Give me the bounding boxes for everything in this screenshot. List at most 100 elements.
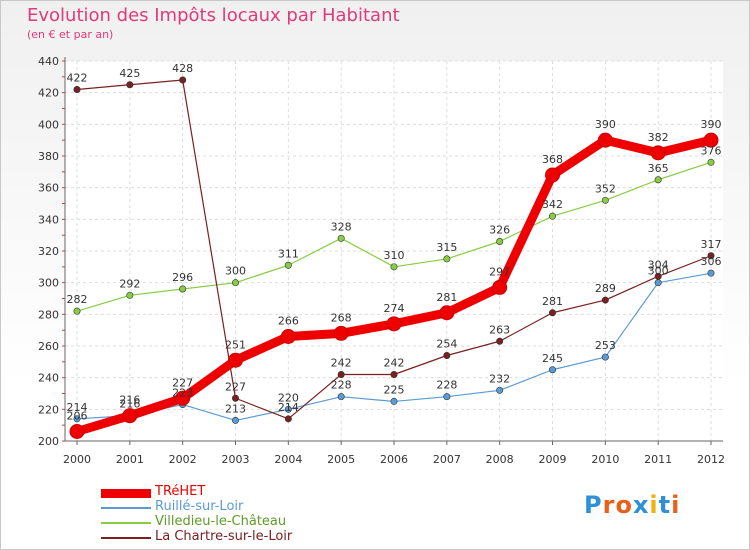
data-point <box>439 305 455 321</box>
data-label: 251 <box>225 338 246 351</box>
data-point <box>284 405 292 413</box>
data-label: 326 <box>489 224 510 237</box>
y-tick-label: 340 <box>38 213 59 226</box>
data-label: 225 <box>384 383 405 396</box>
data-point <box>337 393 345 401</box>
data-label: 304 <box>648 258 669 271</box>
y-tick-label: 260 <box>38 340 59 353</box>
data-point <box>337 370 345 378</box>
x-tick-label: 2003 <box>222 453 250 466</box>
data-label: 268 <box>331 311 352 324</box>
data-point <box>548 309 556 317</box>
data-label: 227 <box>225 380 246 393</box>
y-tick-label: 200 <box>38 435 59 448</box>
data-label: 232 <box>489 372 510 385</box>
data-label: 328 <box>331 220 352 233</box>
data-label: 376 <box>701 144 722 157</box>
data-label: 390 <box>701 118 722 131</box>
logo-letter: i <box>649 491 659 519</box>
x-tick-label: 2009 <box>539 453 567 466</box>
data-point <box>548 366 556 374</box>
data-point <box>496 238 504 246</box>
data-point <box>654 176 662 184</box>
data-point <box>280 329 296 344</box>
y-tick-label: 360 <box>38 182 59 195</box>
y-tick-label: 240 <box>38 372 59 385</box>
data-label: 365 <box>648 162 669 175</box>
data-point <box>390 370 398 378</box>
x-tick-label: 2000 <box>63 453 91 466</box>
legend-swatch <box>101 522 151 524</box>
data-label: 216 <box>119 394 140 407</box>
data-label: 242 <box>384 357 405 370</box>
x-tick-label: 2002 <box>169 453 197 466</box>
chart-subtitle: (en € et par an) <box>27 28 114 41</box>
data-label: 263 <box>489 323 510 336</box>
axes: 200 220 240 260 280 300 320 340 360 380 400 420 440 2… <box>38 55 725 466</box>
x-tick-label: 2010 <box>591 453 619 466</box>
data-point <box>654 272 662 280</box>
data-point <box>69 424 85 439</box>
data-point <box>707 158 715 166</box>
data-label: 281 <box>436 291 457 304</box>
x-tick-label: 2008 <box>486 453 514 466</box>
data-point <box>232 416 240 424</box>
chart-title: Evolution des Impôts locaux par Habitant <box>27 5 400 26</box>
data-point <box>179 76 187 84</box>
data-point <box>386 316 402 332</box>
logo-letter: x <box>632 491 650 519</box>
data-label: 274 <box>384 302 405 315</box>
data-point <box>337 234 345 242</box>
data-label: 216 <box>119 398 140 411</box>
data-point <box>496 386 504 394</box>
data-label: 422 <box>67 72 88 85</box>
data-point <box>601 353 609 361</box>
legend-label: Villedieu-le-Château <box>155 514 287 529</box>
data-label: 266 <box>278 315 299 328</box>
data-point <box>548 212 556 220</box>
x-tick-label: 2006 <box>380 453 408 466</box>
data-point <box>601 296 609 304</box>
data-point <box>492 279 508 295</box>
data-label: 300 <box>648 265 669 278</box>
data-label: 306 <box>701 255 722 268</box>
data-label: 228 <box>331 379 352 392</box>
legend-label: La Chartre-sur-le-Loir <box>155 529 293 544</box>
data-label: 352 <box>595 182 616 195</box>
data-label: 245 <box>542 352 563 365</box>
data-label: 382 <box>648 131 669 144</box>
data-point <box>73 86 81 94</box>
logo-letter: t <box>658 491 672 519</box>
legend-swatch <box>101 537 151 539</box>
data-point <box>284 415 292 423</box>
x-tick-label: 2011 <box>644 453 672 466</box>
data-label: 206 <box>67 410 88 423</box>
data-label: 282 <box>67 293 88 306</box>
data-label: 296 <box>172 271 193 284</box>
data-label: 213 <box>225 402 246 415</box>
data-point <box>73 307 81 315</box>
data-point <box>597 132 613 148</box>
data-point <box>443 255 451 263</box>
x-tick-label: 2004 <box>274 453 302 466</box>
data-label: 315 <box>436 241 457 254</box>
x-tick-label: 2012 <box>697 453 725 466</box>
y-tick-label: 420 <box>38 87 59 100</box>
y-tick-label: 320 <box>38 245 59 258</box>
proxiti-logo: Proxiti <box>584 491 680 519</box>
data-label: 311 <box>278 247 299 260</box>
data-label: 428 <box>172 62 193 75</box>
legend-swatch <box>101 507 151 509</box>
logo-letter: r <box>602 491 616 519</box>
data-point <box>390 397 398 405</box>
data-point <box>232 279 240 287</box>
data-label: 317 <box>701 238 722 251</box>
data-point <box>179 285 187 293</box>
data-label: 310 <box>384 249 405 262</box>
y-tick-label: 440 <box>38 55 59 68</box>
data-label: 228 <box>436 379 457 392</box>
y-tick-label: 280 <box>38 308 59 321</box>
data-point <box>707 269 715 277</box>
series-layer <box>69 76 719 439</box>
data-label: 227 <box>172 376 193 389</box>
